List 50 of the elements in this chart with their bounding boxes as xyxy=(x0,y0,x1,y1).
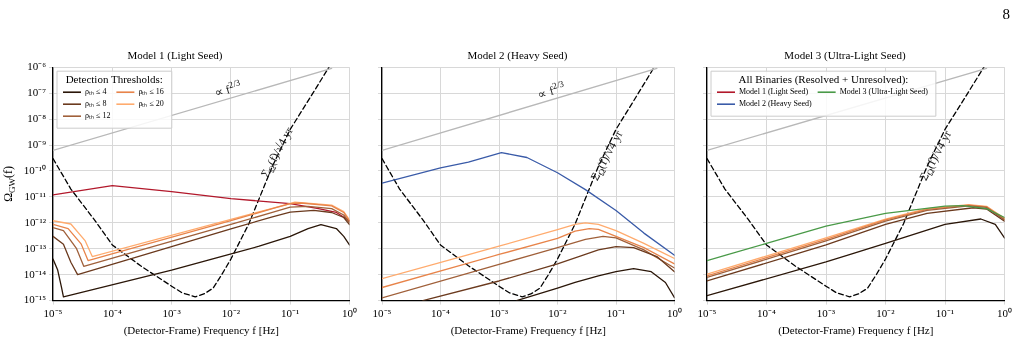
legend-label: Model 2 (Heavy Seed) xyxy=(739,99,812,109)
y-tick-label: 10⁻¹³ xyxy=(24,241,47,254)
annotation: ΣΩ(f)/√4 yr xyxy=(587,128,626,183)
x-tick-label: 10⁻² xyxy=(876,307,896,320)
y-tick-label: 10⁻⁹ xyxy=(27,137,47,150)
legend-label: ρₜₕ ≤ 4 xyxy=(85,87,107,97)
annotation: ∝ f2/3 xyxy=(212,77,242,101)
x-tick-label: 10⁻¹ xyxy=(606,307,626,320)
x-tick-label: 10⁻⁵ xyxy=(697,307,717,320)
x-tick-label: 10⁰ xyxy=(667,307,682,320)
legend-label: ρₜₕ ≤ 12 xyxy=(85,111,111,121)
annotation: ΣΩ(f)/√4 yr xyxy=(916,128,955,183)
legend-label: Model 3 (Ultra-Light Seed) xyxy=(839,87,929,97)
y-tick-label: 10⁻¹⁴ xyxy=(23,267,47,280)
x-tick-label: 10⁻⁵ xyxy=(372,307,392,320)
chart-title: Model 3 (Ultra-Light Seed) xyxy=(784,49,906,63)
y-tick-label: 10⁻⁷ xyxy=(27,86,47,99)
x-tick-label: 10⁻³ xyxy=(489,307,509,320)
x-tick-label: 10⁻¹ xyxy=(935,307,955,320)
legend-label: ρₜₕ ≤ 8 xyxy=(85,99,107,109)
x-tick-label: 10⁻⁵ xyxy=(43,307,63,320)
x-axis-title: (Detector-Frame) Frequency f [Hz] xyxy=(450,324,606,338)
y-tick-label: 10⁻¹⁰ xyxy=(23,163,46,176)
chart-title: Model 1 (Light Seed) xyxy=(127,49,223,63)
x-tick-label: 10⁻⁴ xyxy=(102,307,122,320)
x-axis-title: (Detector-Frame) Frequency f [Hz] xyxy=(123,324,279,338)
legend-label: ρₜₕ ≤ 20 xyxy=(138,99,164,109)
legend-title: All Binaries (Resolved + Unresolved): xyxy=(738,73,909,87)
y-tick-label: 10⁻¹¹ xyxy=(24,189,46,202)
legend-label: ρₜₕ ≤ 16 xyxy=(138,87,164,97)
y-tick-label: 10⁻¹⁵ xyxy=(23,293,47,306)
chart-title: Model 2 (Heavy Seed) xyxy=(467,49,568,63)
y-tick-label: 10⁻⁸ xyxy=(27,111,47,124)
x-tick-label: 10⁻³ xyxy=(816,307,836,320)
text: 8 xyxy=(1002,6,1010,23)
y-tick-label: 10⁻⁶ xyxy=(27,60,47,73)
legend-label: Model 1 (Light Seed) xyxy=(739,87,809,97)
x-tick-label: 10⁰ xyxy=(997,307,1012,320)
y-tick-label: 10⁻¹² xyxy=(24,215,47,228)
x-tick-label: 10⁻⁴ xyxy=(431,307,451,320)
x-tick-label: 10⁻⁴ xyxy=(757,307,777,320)
x-tick-label: 10⁰ xyxy=(342,307,357,320)
x-tick-label: 10⁻³ xyxy=(162,307,182,320)
x-tick-label: 10⁻¹ xyxy=(281,307,300,320)
annotation: ∝ f2/3 xyxy=(536,78,566,102)
x-tick-label: 10⁻² xyxy=(548,307,568,320)
legend-title: Detection Thresholds: xyxy=(65,73,163,86)
annotation: ΣΩ(f)/√4 yr xyxy=(257,124,296,180)
x-tick-label: 10⁻² xyxy=(221,307,241,320)
x-axis-title: (Detector-Frame) Frequency f [Hz] xyxy=(778,324,934,338)
